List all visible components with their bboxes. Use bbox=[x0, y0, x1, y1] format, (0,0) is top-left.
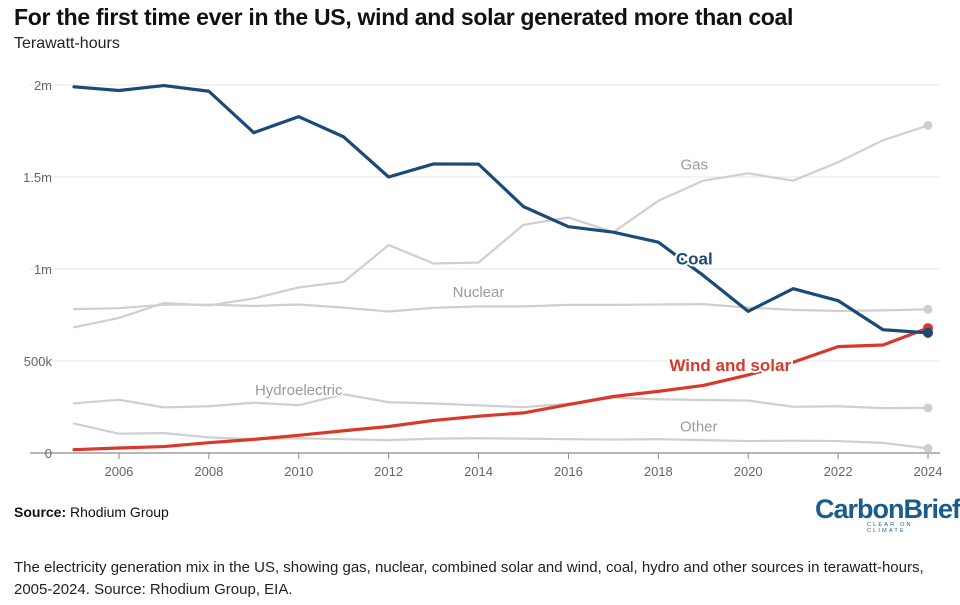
other-line bbox=[72, 422, 930, 450]
gas-label: Gas bbox=[681, 157, 709, 174]
x-tick-label: 2024 bbox=[914, 464, 943, 479]
y-tick-label: 500k bbox=[24, 354, 53, 369]
source-value: Rhodium Group bbox=[70, 504, 169, 520]
y-tick-label: 0 bbox=[45, 446, 52, 461]
coal-line bbox=[72, 83, 930, 335]
logo-name: CarbonBrief bbox=[815, 494, 960, 524]
source-note: Source: Rhodium Group bbox=[14, 504, 169, 520]
x-tick-label: 2022 bbox=[824, 464, 853, 479]
y-tick-label: 1m bbox=[34, 262, 52, 277]
hydroelectric-end-marker bbox=[923, 403, 933, 413]
gas-end-marker bbox=[923, 120, 933, 130]
x-tick-label: 2016 bbox=[554, 464, 583, 479]
x-tick-label: 2010 bbox=[284, 464, 313, 479]
x-tick-label: 2020 bbox=[734, 464, 763, 479]
x-tick-label: 2006 bbox=[104, 464, 133, 479]
x-tick-label: 2014 bbox=[464, 464, 493, 479]
nuclear-label: Nuclear bbox=[453, 284, 505, 301]
wind-and-solar-line bbox=[72, 326, 930, 452]
nuclear-line bbox=[72, 303, 930, 313]
series-labels: Gas Nuclear Hydroelectric Other Wind and sol… bbox=[253, 155, 793, 437]
chart-title: For the first time ever in the US, wind … bbox=[14, 4, 794, 30]
y-tick-label: 1.5m bbox=[23, 170, 52, 185]
source-label: Source: bbox=[14, 504, 67, 520]
y-axis: 0 500k 1m 1.5m 2m bbox=[23, 78, 52, 461]
y-tick-label: 2m bbox=[34, 78, 52, 93]
coal-end-marker bbox=[923, 327, 933, 338]
x-tick-label: 2008 bbox=[194, 464, 223, 479]
other-end-marker bbox=[923, 443, 933, 453]
grid bbox=[30, 84, 940, 454]
coal-label: Coal bbox=[676, 249, 713, 268]
other-label: Other bbox=[680, 419, 718, 436]
x-tick-label: 2018 bbox=[644, 464, 673, 479]
nuclear-end-marker bbox=[923, 304, 933, 314]
hydroelectric-line bbox=[72, 393, 930, 410]
figure-caption: The electricity generation mix in the US… bbox=[14, 559, 924, 598]
series-lines bbox=[72, 83, 933, 453]
x-axis: 2006 2008 2010 2012 2014 2016 2018 2020 2022 2024 bbox=[104, 453, 942, 479]
wind-and-solar-label: Wind and solar bbox=[669, 356, 791, 375]
hydroelectric-label: Hydroelectric bbox=[255, 382, 343, 399]
logo-tagline: CLEAR ON CLIMATE bbox=[867, 522, 913, 534]
chart-subtitle: Terawatt-hours bbox=[14, 35, 120, 52]
x-tick-label: 2012 bbox=[374, 464, 403, 479]
carbonbrief-logo: CarbonBrief CLEAR ON CLIMATE bbox=[815, 494, 960, 535]
